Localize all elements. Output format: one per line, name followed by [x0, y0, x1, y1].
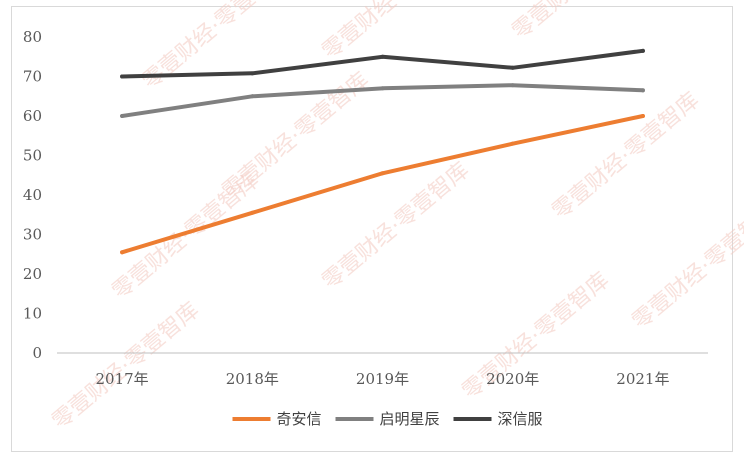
- y-tick-label: 20: [23, 265, 42, 283]
- y-tick-label: 10: [23, 305, 42, 323]
- data-point: [250, 71, 255, 76]
- data-point: [380, 54, 385, 59]
- y-tick-label: 0: [32, 344, 42, 362]
- watermark-text: 零壹财经·零壹智库: [48, 298, 204, 435]
- y-tick-label: 80: [23, 28, 42, 46]
- watermark-text: 零壹财经·零壹智库: [138, 0, 294, 95]
- data-point: [380, 86, 385, 91]
- chart-frame: [11, 6, 733, 452]
- watermark-text: 零壹财经·零壹智库: [628, 198, 744, 335]
- data-point: [510, 65, 515, 70]
- data-point: [250, 210, 255, 215]
- x-tick-label: 2018年: [226, 370, 279, 388]
- legend: 奇安信 启明星辰 深信服: [232, 410, 543, 428]
- y-tick-label: 50: [23, 147, 42, 165]
- data-point: [640, 48, 645, 53]
- data-point: [380, 171, 385, 176]
- data-point: [120, 74, 125, 79]
- watermark-text: 零壹财经·零壹智库: [318, 158, 474, 295]
- y-tick-label: 70: [23, 68, 42, 86]
- y-tick-label: 40: [23, 186, 42, 204]
- data-point: [510, 83, 515, 88]
- data-point: [510, 141, 515, 146]
- series-layer: [120, 48, 645, 255]
- data-point: [120, 114, 125, 118]
- y-axis-ticks: 0 10 20 30 40 50 60 70 80: [23, 28, 42, 362]
- watermark-text: 零壹财经·零壹智库: [508, 0, 664, 45]
- data-point: [120, 250, 125, 255]
- legend-label: 启明星辰: [380, 410, 440, 428]
- watermark-text: 零壹财经·零壹智库: [318, 0, 474, 65]
- y-tick-label: 30: [23, 226, 42, 244]
- y-tick-label: 60: [23, 107, 42, 125]
- x-axis-ticks: 2017年 2018年 2019年 2020年 2021年: [96, 370, 670, 388]
- data-point: [640, 114, 645, 118]
- x-tick-label: 2021年: [616, 370, 669, 388]
- x-tick-label: 2019年: [356, 370, 409, 388]
- x-tick-label: 2017年: [96, 370, 149, 388]
- legend-label: 奇安信: [277, 410, 322, 428]
- x-tick-label: 2020年: [486, 370, 539, 388]
- legend-label: 深信服: [498, 410, 543, 428]
- data-point: [250, 94, 255, 99]
- data-point: [640, 88, 645, 93]
- watermark-text: 零壹财经·零壹智库: [548, 88, 704, 225]
